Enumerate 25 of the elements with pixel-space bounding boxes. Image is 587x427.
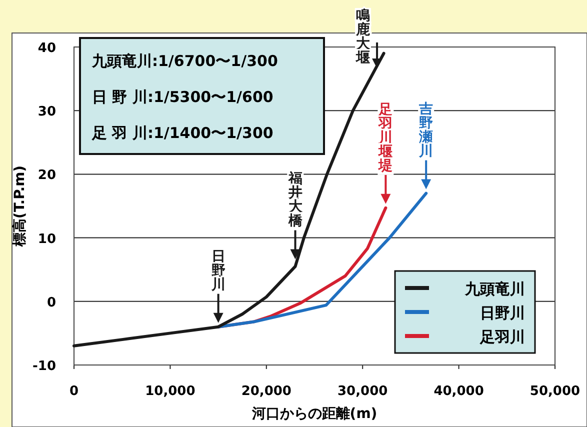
x-tick-label: 50,000 <box>530 384 580 399</box>
x-axis-title: 河口からの距離(m) <box>250 406 378 422</box>
x-tick-label: 40,000 <box>434 384 484 399</box>
y-tick-label: 20 <box>38 168 56 184</box>
x-tick-label: 10,000 <box>145 384 196 399</box>
annotation: 吉野瀬川 <box>418 101 434 160</box>
y-tick-label: 30 <box>38 104 56 120</box>
y-axis-title: 標高(T.P.m) <box>11 165 28 248</box>
annotation: 鳴鹿大堰 <box>355 8 372 66</box>
annotation: 福井大橋 <box>287 170 304 230</box>
y-tick-label: 0 <box>46 295 56 310</box>
y-tick-label: -10 <box>32 359 56 374</box>
text: 日野川 <box>480 304 525 322</box>
x-tick-label: 20,000 <box>241 384 292 399</box>
legend-label: 九頭竜川 <box>464 280 525 298</box>
x-tick-label: 30,000 <box>338 384 388 399</box>
text: 足羽川 <box>479 328 525 346</box>
y-tick-label: 10 <box>38 232 56 247</box>
annotation: 足 羽 川:1/1400〜1/300 <box>91 124 274 142</box>
annotation: 日 野 川:1/5300〜1/600 <box>92 88 274 106</box>
annotation: 日野川 <box>210 248 226 293</box>
y-tick-label: 40 <box>38 41 56 56</box>
annotation: 九頭竜川:1/6700〜1/300 <box>91 52 278 70</box>
annotation: 足羽川堰堤 <box>378 102 393 174</box>
x-tick-label: 0 <box>69 384 79 399</box>
